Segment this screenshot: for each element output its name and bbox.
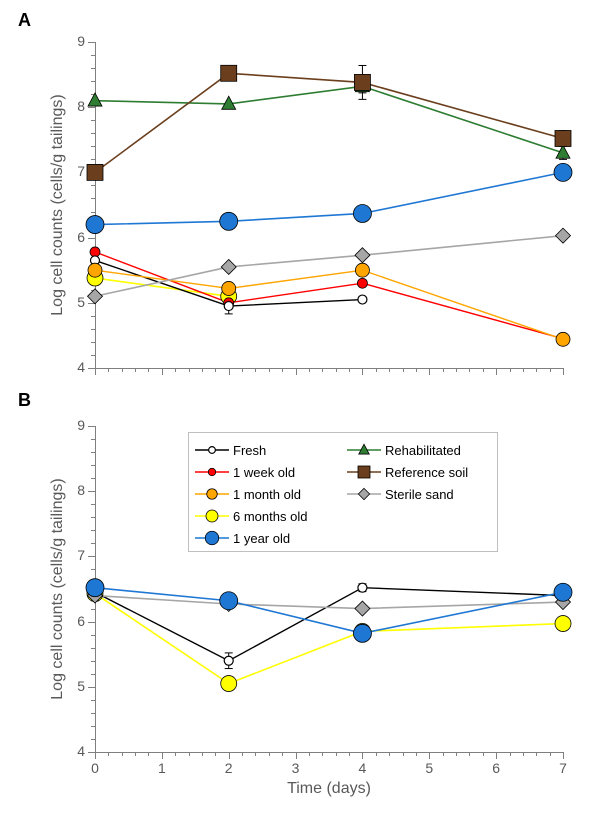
legend-item-sterile_sand: Sterile sand [347,483,468,505]
plot-svg-B [0,0,596,820]
legend-label: Sterile sand [385,487,454,502]
marker [358,488,369,499]
marker [554,583,572,601]
legend-swatch [347,441,381,459]
marker [206,510,218,522]
legend-swatch [195,507,229,525]
marker [209,447,216,454]
marker [207,489,218,500]
legend-item-one_year: 1 year old [195,527,307,549]
marker [86,579,104,597]
legend-label: 6 months old [233,509,307,524]
legend-item-one_week: 1 week old [195,461,307,483]
legend-column: Fresh 1 week old 1 month old 6 months old 1 … [195,439,307,549]
legend-label: Reference soil [385,465,468,480]
marker [221,676,237,692]
legend-label: Rehabilitated [385,443,461,458]
legend-swatch [347,485,381,503]
legend-item-six_months: 6 months old [195,505,307,527]
legend: Fresh 1 week old 1 month old 6 months old 1 … [188,432,498,552]
legend-swatch [195,441,229,459]
legend-swatch [195,485,229,503]
marker [224,656,233,665]
legend-label: Fresh [233,443,266,458]
legend-label: 1 week old [233,465,295,480]
legend-swatch [195,529,229,547]
legend-item-one_month: 1 month old [195,483,307,505]
legend-column: Rehabilitated Reference soil Sterile sand [347,439,468,505]
legend-swatch [347,463,381,481]
marker [358,583,367,592]
marker [555,616,571,632]
marker [353,624,371,642]
legend-swatch [195,463,229,481]
legend-label: 1 month old [233,487,301,502]
marker [359,444,370,454]
legend-item-fresh: Fresh [195,439,307,461]
marker [205,531,219,545]
legend-label: 1 year old [233,531,290,546]
marker [358,466,370,478]
marker [355,601,370,616]
legend-item-rehabilitated: Rehabilitated [347,439,468,461]
marker [208,468,216,476]
series-line-fresh [95,588,563,661]
marker [220,592,238,610]
legend-item-reference_soil: Reference soil [347,461,468,483]
